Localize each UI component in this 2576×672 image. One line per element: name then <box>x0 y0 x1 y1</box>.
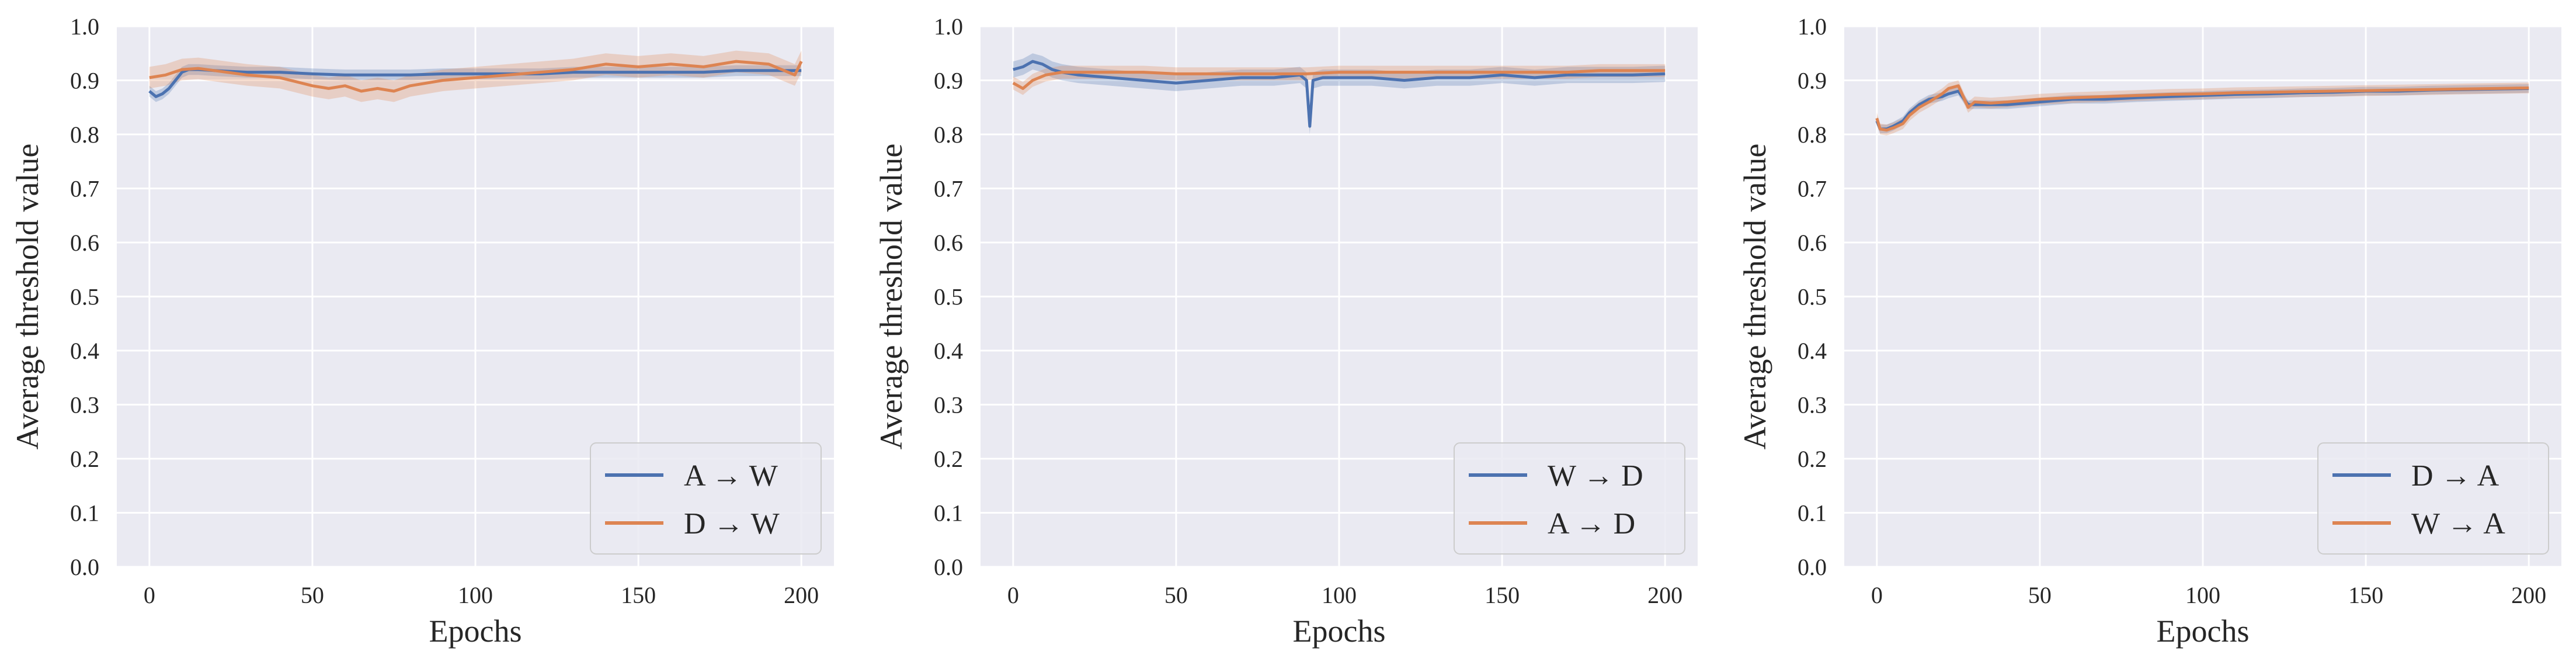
y-tick-label: 0.5 <box>934 284 963 310</box>
legend: D → A W → A <box>2317 442 2549 555</box>
x-tick-label: 100 <box>1322 582 1357 608</box>
y-tick-label: 0.5 <box>70 284 99 310</box>
y-tick-label: 0.6 <box>70 230 99 256</box>
y-tick-label: 0.1 <box>70 500 99 526</box>
y-tick-label: 0.0 <box>1798 554 1827 580</box>
y-tick-label: 0.3 <box>934 392 963 418</box>
x-tick-label: 50 <box>1164 582 1188 608</box>
x-axis-label: Epochs <box>429 614 522 649</box>
chart-panel-3: 0.0 0.1 0.2 0.3 0.4 0.5 0.6 0.7 0.8 0.9 1.0 0 50 100 1… <box>1737 13 2561 649</box>
series-line-1 <box>148 68 802 98</box>
legend: W → D A → D <box>1454 442 1685 555</box>
y-tick-label: 0.7 <box>70 176 99 202</box>
y-axis-label: Average threshold value <box>10 144 45 450</box>
x-tick-label: 0 <box>1007 582 1019 608</box>
y-tick-label: 0.0 <box>934 554 963 580</box>
legend-box <box>2317 442 2549 555</box>
y-tick-label: 0.4 <box>1798 338 1827 364</box>
x-tick-label: 200 <box>784 582 819 608</box>
y-tick-label: 0.6 <box>1798 230 1827 256</box>
x-tick-label: 150 <box>1485 582 1520 608</box>
series-line-2 <box>1012 69 1666 90</box>
legend-label-1: D → A <box>2411 459 2499 493</box>
legend-label-2: D → W <box>684 507 780 541</box>
x-tick-label: 200 <box>2511 582 2546 608</box>
y-tick-label: 0.9 <box>70 68 99 94</box>
y-tick-label: 0.5 <box>1798 284 1827 310</box>
y-tick-label: 0.8 <box>934 122 963 148</box>
x-tick-label: 100 <box>2185 582 2220 608</box>
y-tick-label: 0.6 <box>934 230 963 256</box>
y-tick-label: 0.3 <box>1798 392 1827 418</box>
y-tick-label: 0.7 <box>934 176 963 202</box>
x-tick-label: 200 <box>1647 582 1682 608</box>
series-line-2 <box>1875 84 2529 132</box>
x-tick-label: 50 <box>2028 582 2052 608</box>
y-tick-label: 1.0 <box>70 13 99 40</box>
y-tick-label: 0.2 <box>934 446 963 472</box>
y-tick-label: 0.8 <box>1798 122 1827 148</box>
y-tick-label: 0.9 <box>1798 68 1827 94</box>
x-axis-label: Epochs <box>1293 614 1386 649</box>
y-tick-label: 0.4 <box>934 338 963 364</box>
legend-box <box>590 442 822 555</box>
y-tick-label: 1.0 <box>1798 13 1827 40</box>
x-tick-label: 50 <box>301 582 324 608</box>
legend-label-1: A → W <box>684 459 778 493</box>
legend-label-1: W → D <box>1548 459 1643 493</box>
legend-box <box>1454 442 1685 555</box>
chart-panel-2: 0.0 0.1 0.2 0.3 0.4 0.5 0.6 0.7 0.8 0.9 1.0 0 50 100 1… <box>874 13 1698 649</box>
series-line-2 <box>149 60 803 93</box>
confidence-band-2 <box>1876 80 2529 136</box>
x-axis-label: Epochs <box>2157 614 2250 649</box>
y-tick-label: 0.7 <box>1798 176 1827 202</box>
legend-label-2: W → A <box>2411 507 2505 541</box>
y-tick-label: 1.0 <box>934 13 963 40</box>
x-tick-label: 150 <box>2348 582 2383 608</box>
y-tick-label: 0.3 <box>70 392 99 418</box>
legend: A → W D → W <box>590 442 822 555</box>
x-tick-label: 0 <box>144 582 155 608</box>
x-tick-label: 150 <box>621 582 656 608</box>
y-axis-label: Average threshold value <box>874 144 909 450</box>
x-tick-label: 100 <box>458 582 493 608</box>
y-axis-label: Average threshold value <box>1737 144 1772 450</box>
y-tick-label: 0.2 <box>1798 446 1827 472</box>
y-tick-label: 0.9 <box>934 68 963 94</box>
legend-label-2: A → D <box>1548 507 1635 541</box>
y-tick-label: 0.2 <box>70 446 99 472</box>
y-tick-label: 0.0 <box>70 554 99 580</box>
chart-panel-1: 0.0 0.1 0.2 0.3 0.4 0.5 0.6 0.7 0.8 0.9 1.0 0 50 100 1… <box>10 13 834 649</box>
y-tick-label: 0.1 <box>934 500 963 526</box>
x-tick-label: 0 <box>1871 582 1883 608</box>
y-tick-label: 0.8 <box>70 122 99 148</box>
y-tick-label: 0.4 <box>70 338 99 364</box>
y-tick-label: 0.1 <box>1798 500 1827 526</box>
